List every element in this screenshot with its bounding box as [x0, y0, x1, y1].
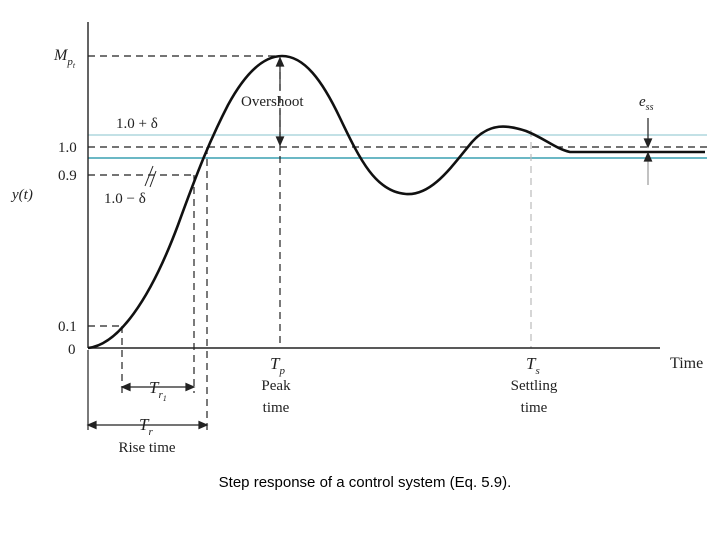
zero-one-label: 0.1	[58, 319, 77, 335]
one-minus-delta-label: 1.0 − δ	[104, 191, 146, 207]
peak-time-line1: Peak	[261, 378, 291, 394]
zero-nine-label: 0.9	[58, 168, 77, 184]
peak-time-line2: time	[263, 400, 290, 416]
overshoot-label: Overshoot	[241, 94, 304, 110]
overshoot-arrow	[275, 56, 285, 147]
tr-label: Tr	[139, 415, 153, 438]
zero-label: 0	[68, 342, 76, 358]
mp-label: Mpt	[53, 47, 76, 70]
delta-pointer-upper	[144, 165, 154, 187]
tr-arrow	[86, 420, 209, 430]
guide-lines	[88, 55, 707, 430]
tp-label: Tp	[270, 354, 285, 377]
tr1-label: Tr1	[149, 378, 167, 403]
one-label: 1.0	[58, 140, 77, 156]
ess-label: ess	[639, 94, 654, 113]
settling-time-line1: Settling	[511, 378, 558, 394]
x-axis-label: Time	[670, 355, 703, 372]
one-plus-delta-label: 1.0 + δ	[116, 116, 158, 132]
rise-time-label: Rise time	[118, 440, 175, 456]
ess-arrow	[643, 118, 653, 185]
y-axis-label: y(t)	[10, 187, 33, 203]
step-response-diagram: y(t) Mpt 1.0 + δ 1.0 0.9 1.0 − δ 0.1 0 T…	[10, 22, 707, 456]
step-response-curve	[87, 54, 705, 350]
figure-caption: Step response of a control system (Eq. 5…	[218, 474, 512, 491]
tr1-arrow	[120, 382, 196, 392]
delta-pointer-lower	[149, 170, 157, 188]
settling-time-line2: time	[521, 400, 548, 416]
ts-label: Ts	[526, 354, 540, 377]
